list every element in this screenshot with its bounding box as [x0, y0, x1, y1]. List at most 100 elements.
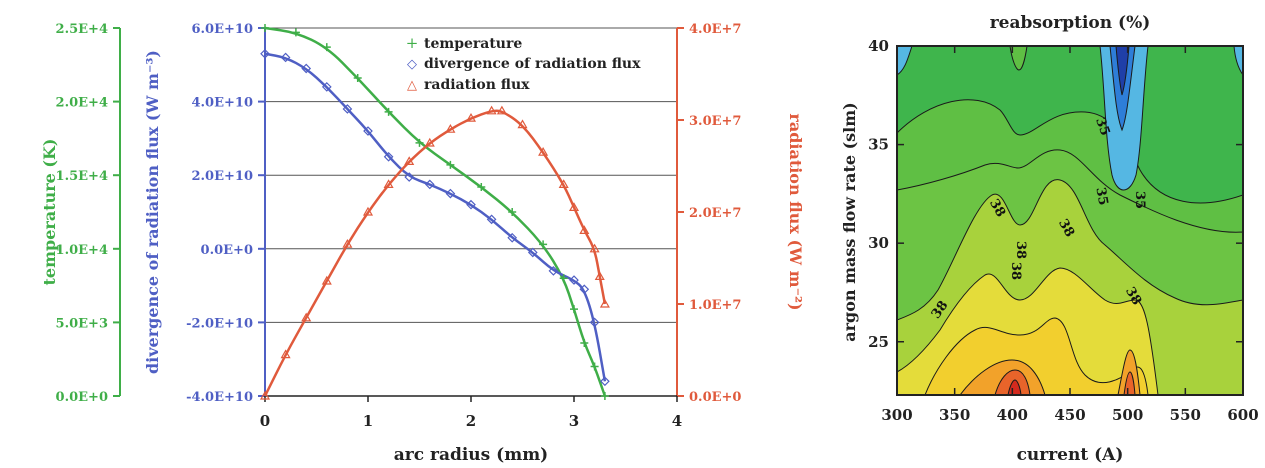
contour-value-label: 38: [1013, 241, 1028, 259]
data-point-temperature: [415, 138, 424, 147]
contour-x-tick-label: 450: [1054, 406, 1085, 424]
data-point-divergence: [404, 172, 415, 182]
data-point-radiation: [404, 156, 415, 165]
contour-title: reabsorption (%): [990, 13, 1151, 33]
legend-text-temperature: temperature: [424, 36, 522, 52]
x-tick-label: 2: [466, 412, 476, 430]
arc-radius-axis-ticks: 0 1 2 3 4: [260, 396, 682, 430]
data-point-divergence: [507, 232, 518, 243]
data-point-radiation: [301, 312, 312, 322]
data-point-radiation: [383, 179, 394, 188]
data-point-radiation: [568, 202, 580, 211]
x-axis-label: arc radius (mm): [394, 445, 548, 465]
contour-region-upper: [897, 46, 1243, 204]
data-point-radiation: [362, 206, 374, 216]
data-point-temperature: [384, 107, 393, 116]
data-point-divergence: [445, 188, 456, 199]
data-point-temperature: [590, 362, 599, 371]
data-point-temperature: [261, 24, 269, 32]
data-point-temperature: [291, 28, 300, 37]
data-point-divergence: [260, 48, 270, 59]
contour-y-tick-label: 35: [868, 136, 889, 154]
data-point-temperature: [446, 160, 455, 169]
data-point-radiation: [486, 105, 497, 115]
radiation-tick-label: 1.0E+7: [689, 298, 741, 313]
temperature-tick-label: 1.0E+4: [56, 243, 108, 258]
x-tick-label: 4: [672, 412, 682, 430]
contour-x-tick-label: 350: [939, 406, 970, 424]
data-point-divergence: [301, 63, 312, 74]
contour-x-tick-label: 500: [1112, 406, 1143, 424]
data-point-divergence: [280, 52, 291, 63]
legend: + temperature ◇ divergence of radiation …: [406, 34, 641, 93]
data-point-temperature: [508, 208, 517, 216]
data-point-radiation: [465, 112, 477, 122]
series-markers: [259, 24, 610, 400]
data-point-radiation: [496, 105, 507, 115]
series-line-rad: [263, 109, 607, 397]
contour-axis-ticks: 300 350 400 450 500 550 600 25 30 35 40: [868, 37, 1259, 424]
data-point-radiation: [599, 298, 610, 308]
contour-x-label: current (A): [1017, 445, 1124, 465]
data-point-divergence: [424, 179, 435, 190]
contour-region-notch: [1009, 46, 1028, 71]
data-point-divergence: [363, 126, 373, 136]
x-tick-label: 0: [260, 412, 270, 430]
data-point-temperature: [570, 305, 578, 314]
data-point-radiation: [538, 146, 549, 156]
divergence-axis-ticks: -4.0E+10 -2.0E+10 0.0E+0 2.0E+10 4.0E+10 6.0E…: [186, 22, 265, 405]
data-point-radiation: [594, 271, 605, 280]
data-point-divergence: [527, 247, 538, 258]
data-point-radiation: [424, 137, 435, 147]
data-point-divergence: [579, 284, 590, 295]
data-point-divergence: [321, 82, 332, 92]
data-point-temperature: [322, 43, 331, 52]
contour-region-darkblue: [1115, 46, 1130, 96]
data-point-radiation: [259, 390, 271, 400]
data-point-divergence: [589, 317, 600, 328]
temperature-tick-label: 5.0E+3: [56, 316, 108, 331]
data-point-temperature: [600, 392, 609, 400]
data-point-radiation: [342, 238, 353, 248]
data-point-temperature: [559, 274, 568, 283]
data-point-radiation: [558, 179, 569, 188]
contour-fill: [897, 46, 1243, 395]
data-point-temperature: [477, 182, 486, 191]
line-plot-area: [265, 28, 677, 396]
temperature-axis-label: temperature (K): [40, 139, 59, 286]
temperature-tick-label: 1.5E+4: [56, 169, 108, 184]
data-point-radiation: [445, 123, 456, 133]
x-tick-label: 3: [569, 412, 579, 430]
radiation-tick-label: 2.0E+7: [689, 206, 741, 221]
divergence-tick-label: 4.0E+10: [191, 96, 253, 111]
data-point-radiation: [579, 225, 590, 234]
contour-value-label: 38: [1008, 262, 1023, 280]
data-point-temperature: [580, 339, 589, 348]
contour-y-tick-label: 40: [868, 37, 889, 55]
data-point-divergence: [466, 199, 476, 210]
data-point-divergence: [600, 376, 610, 387]
legend-marker-divergence: ◇: [407, 57, 417, 72]
data-point-divergence: [342, 104, 353, 114]
divergence-tick-label: 2.0E+10: [191, 169, 253, 184]
series-line-temp: [264, 26, 607, 397]
radiation-tick-label: 4.0E+7: [689, 22, 741, 37]
line-chart: 0.0E+0 5.0E+3 1.0E+4 1.5E+4 2.0E+4 2.5E+4 -4.…: [40, 22, 805, 465]
divergence-tick-label: 6.0E+10: [191, 22, 253, 37]
radiation-tick-label: 0.0E+0: [689, 390, 741, 405]
data-point-divergence: [383, 151, 394, 162]
data-point-radiation: [589, 243, 600, 253]
radiation-tick-label: 3.0E+7: [689, 114, 741, 129]
radiation-axis-label: radiation flux (W m⁻²): [786, 113, 805, 310]
legend-marker-radiation: △: [407, 78, 417, 93]
contour-value-label: 35: [1132, 191, 1147, 209]
data-point-divergence: [569, 275, 579, 285]
legend-text-radiation: radiation flux: [424, 77, 530, 93]
legend-text-divergence: divergence of radiation flux: [424, 56, 641, 72]
data-point-divergence: [548, 266, 559, 276]
data-point-temperature: [539, 240, 548, 249]
divergence-axis-label: divergence of radiation flux (W m⁻³): [143, 50, 162, 374]
contour-chart: 300 350 400 450 500 550 600 25 30 35 40 35 35 35 38 38…: [840, 13, 1259, 465]
contour-value-label: 35: [1092, 116, 1112, 138]
